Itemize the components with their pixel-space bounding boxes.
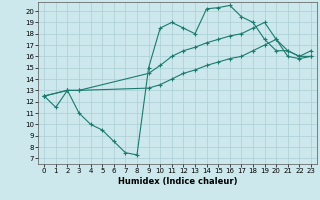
X-axis label: Humidex (Indice chaleur): Humidex (Indice chaleur) — [118, 177, 237, 186]
